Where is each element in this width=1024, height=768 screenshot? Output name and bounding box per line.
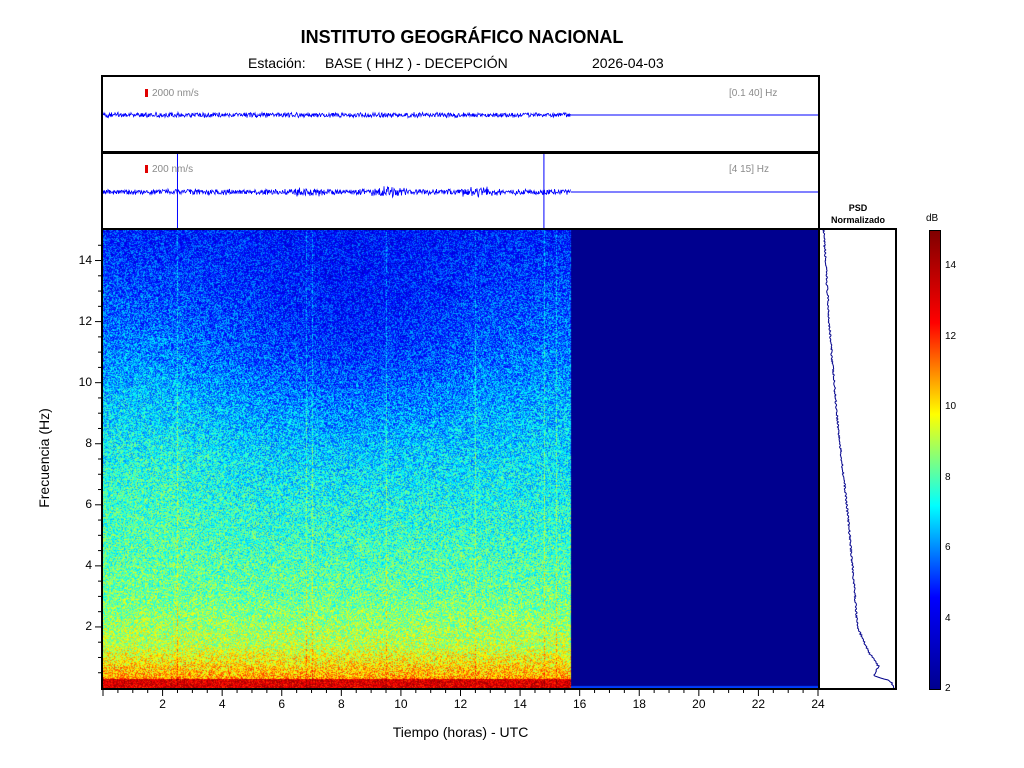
y-tick-label: 4 bbox=[85, 557, 92, 572]
trace-scale-filtered: 200 nm/s bbox=[145, 164, 193, 175]
colorbar-tick-label: 10 bbox=[945, 401, 957, 413]
trace-band-label: [0.1 40] Hz bbox=[729, 88, 778, 99]
trace-scale-broadband: 2000 nm/s bbox=[145, 88, 199, 99]
colorbar-tick-label: 8 bbox=[945, 471, 951, 483]
psd-curve bbox=[822, 230, 895, 688]
x-tick-label: 4 bbox=[218, 697, 226, 711]
trace-band-label: [4 15] Hz bbox=[729, 164, 770, 175]
chart-title: INSTITUTO GEOGRÁFICO NACIONAL bbox=[300, 27, 624, 47]
y-tick-label: 6 bbox=[85, 496, 92, 511]
colorbar-tick-label: 2 bbox=[945, 683, 951, 694]
x-tick-label: 10 bbox=[394, 697, 408, 711]
x-tick-label: 14 bbox=[513, 697, 527, 711]
trace-panel-filtered: 200 nm/s [4 15] Hz bbox=[101, 152, 820, 230]
trace-scale-label: 2000 nm/s bbox=[152, 88, 199, 99]
x-tick-label: 24 bbox=[811, 697, 825, 711]
spectrogram-plot bbox=[101, 228, 820, 690]
spectrogram-heatmap bbox=[103, 230, 818, 688]
station-name: BASE ( HHZ ) - DECEPCIÓN bbox=[325, 55, 508, 71]
colorbar-tick-label: 6 bbox=[945, 542, 951, 554]
y-tick-label: 10 bbox=[78, 374, 92, 389]
trace-panel-broadband: 2000 nm/s [0.1 40] Hz bbox=[101, 75, 820, 153]
y-tick-label: 2 bbox=[85, 618, 92, 633]
x-axis-label: Tiempo (horas) - UTC bbox=[392, 724, 529, 740]
colorbar-tick-label: 12 bbox=[945, 330, 957, 342]
x-tick-label: 8 bbox=[337, 697, 345, 711]
station-label: Estación: bbox=[248, 55, 306, 71]
trace-scale-label: 200 nm/s bbox=[152, 164, 194, 175]
psd-title: PSD Normalizado bbox=[820, 202, 896, 226]
colorbar-tick-label: 4 bbox=[945, 612, 951, 624]
colorbar-tick-label: 14 bbox=[945, 260, 957, 272]
date-label: 2026-04-03 bbox=[592, 55, 664, 71]
psd-title-line1: PSD bbox=[848, 203, 868, 213]
colorbar bbox=[929, 230, 941, 690]
psd-panel bbox=[818, 228, 897, 690]
y-tick-label: 12 bbox=[78, 313, 92, 328]
x-tick-label: 22 bbox=[751, 697, 766, 711]
psd-line bbox=[822, 230, 895, 688]
x-tick-label: 12 bbox=[453, 697, 468, 711]
trace-signal bbox=[103, 110, 571, 119]
x-tick-label: 18 bbox=[632, 697, 646, 711]
scale-bar-icon bbox=[145, 89, 148, 97]
y-tick-label: 14 bbox=[78, 252, 92, 267]
x-tick-label: 2 bbox=[159, 697, 166, 711]
scale-bar-icon bbox=[145, 165, 148, 173]
trace-waveform-broadband bbox=[103, 110, 818, 119]
x-tick-label: 20 bbox=[692, 697, 706, 711]
y-tick-label: 8 bbox=[85, 435, 92, 450]
trace-waveform-filtered bbox=[103, 154, 818, 228]
psd-title-line2: Normalizado bbox=[830, 215, 885, 225]
colorbar-unit: dB bbox=[926, 213, 939, 224]
trace-signal bbox=[103, 185, 571, 199]
y-axis-label: Frecuencia (Hz) bbox=[36, 408, 52, 508]
x-tick-label: 16 bbox=[572, 697, 587, 711]
x-tick-label: 6 bbox=[278, 697, 286, 711]
